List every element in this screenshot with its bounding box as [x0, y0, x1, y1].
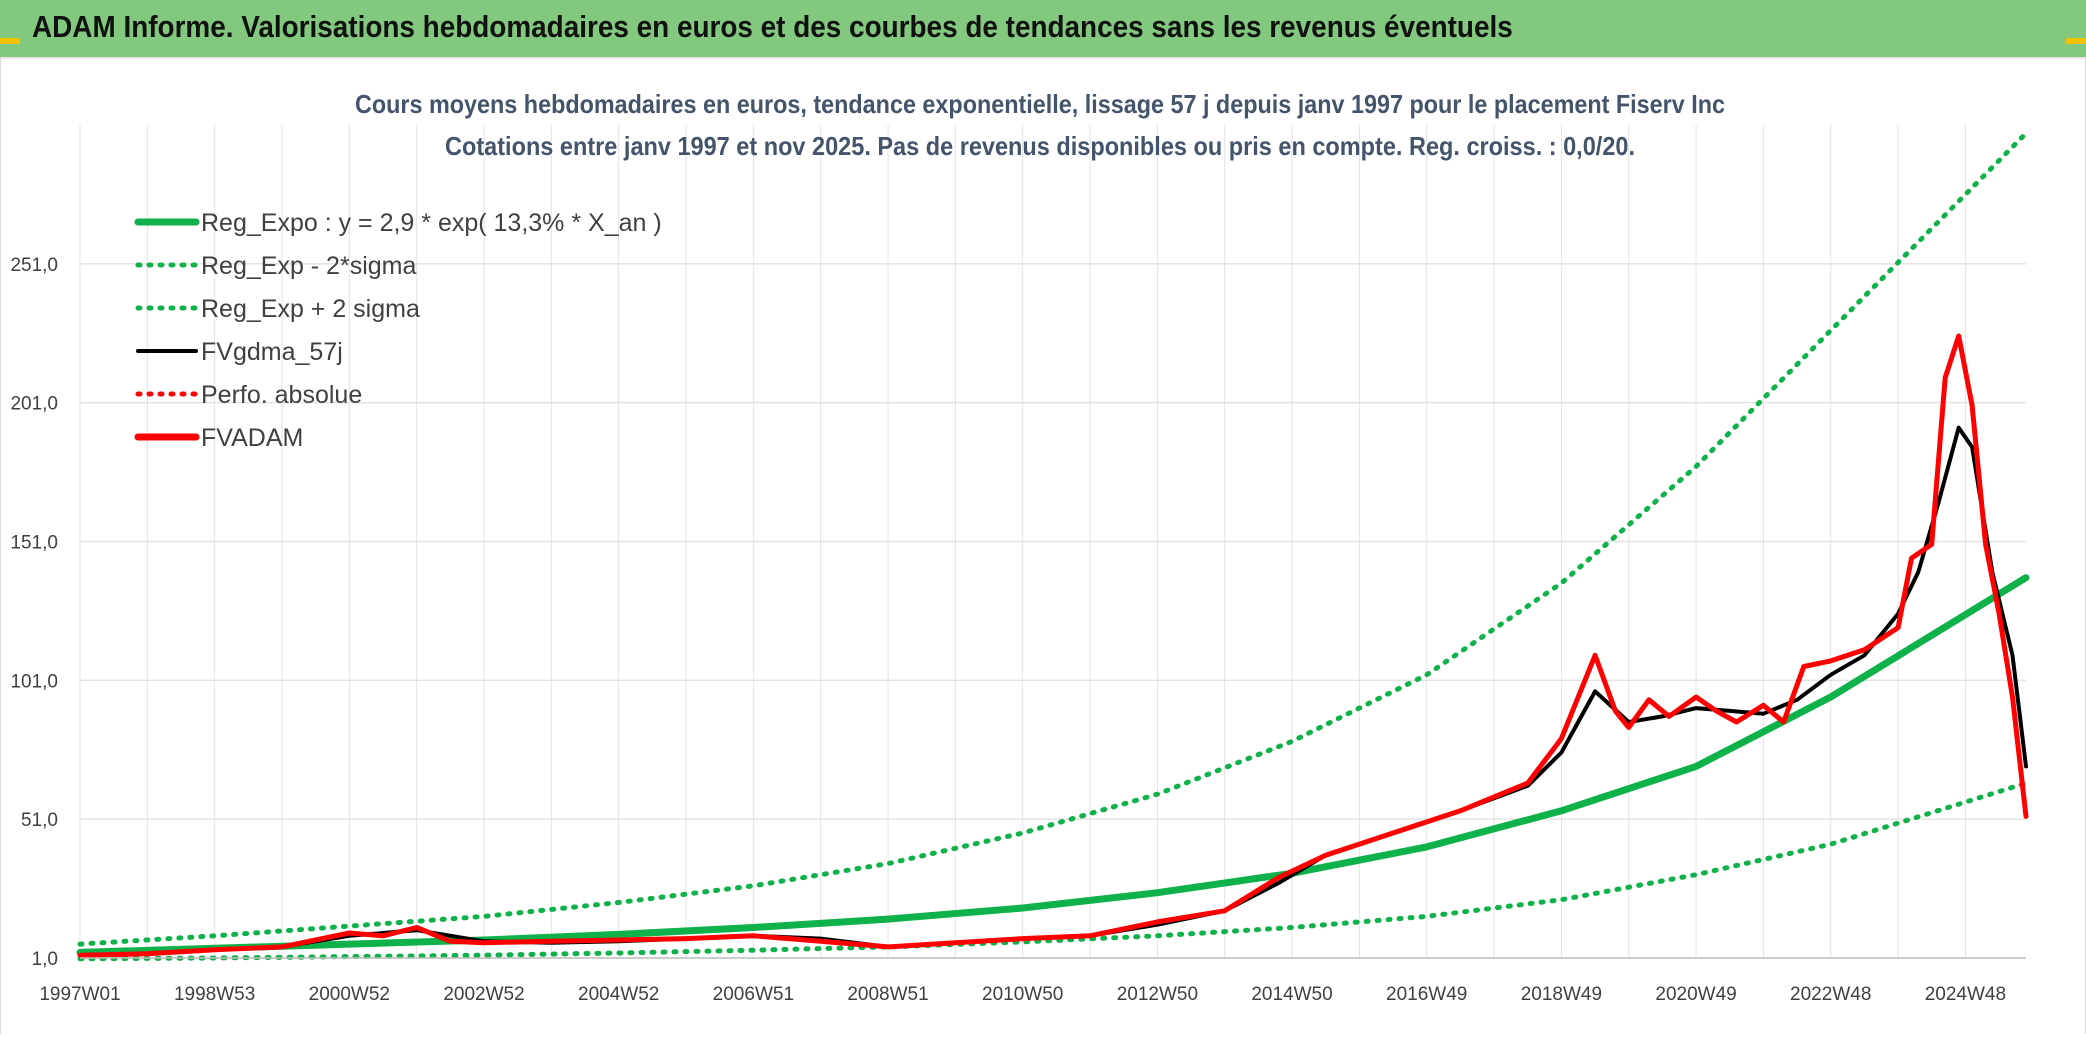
legend-label: FVgdma_57j — [201, 338, 343, 366]
legend-label: Reg_Exp - 2*sigma — [201, 252, 416, 280]
x-tick-label: 1998W53 — [174, 984, 255, 1005]
x-tick-label: 2006W51 — [713, 984, 794, 1005]
page-title: ADAM Informe. Valorisations hebdomadaire… — [32, 9, 1513, 44]
y-axis: 1,0 51,0 101,0 151,0 201,0 251,0 — [10, 255, 58, 970]
corner-marker-top-left — [0, 38, 20, 44]
header-bar: ADAM Informe. Valorisations hebdomadaire… — [0, 0, 2086, 59]
series-line-fvgdma-57j — [78, 425, 2028, 958]
x-tick-label: 2024W48 — [1925, 984, 2006, 1005]
y-tick-label: 201,0 — [10, 394, 58, 415]
x-tick-label: 2000W52 — [309, 984, 390, 1005]
y-tick-label: 101,0 — [10, 671, 58, 692]
chart-title-line2: Cotations entre janv 1997 et nov 2025. P… — [445, 131, 1635, 161]
x-tick-label: 2014W50 — [1251, 984, 1332, 1005]
x-tick-label: 1997W01 — [39, 984, 120, 1005]
x-tick-label: 2002W52 — [443, 984, 524, 1005]
x-tick-label: 2016W49 — [1386, 984, 1467, 1005]
y-tick-label: 251,0 — [10, 255, 58, 276]
x-tick-label: 2004W52 — [578, 984, 659, 1005]
series-layer — [76, 130, 2030, 962]
grid — [79, 125, 2026, 959]
x-tick-label: 2022W48 — [1790, 984, 1871, 1005]
series-line-fvadam — [77, 333, 2029, 958]
series-line-reg-expo — [76, 574, 2030, 956]
chart-title-line1: Cours moyens hebdomadaires en euros, ten… — [355, 89, 1725, 119]
x-tick-label: 2018W49 — [1521, 984, 1602, 1005]
y-tick-label: 151,0 — [10, 533, 58, 554]
legend-label: Perfo. absolue — [201, 381, 362, 409]
legend-label: Reg_Exp + 2 sigma — [201, 295, 420, 323]
legend-label: Reg_Expo : y = 2,9 * exp( 13,3% * X_an ) — [201, 209, 662, 237]
x-axis: 1997W01 1998W53 2000W52 2002W52 2004W52 2006W… — [39, 957, 2026, 1005]
legend: Reg_Expo : y = 2,9 * exp( 13,3% * X_an )… — [134, 209, 662, 452]
y-tick-label: 51,0 — [21, 810, 58, 831]
x-tick-label: 2020W49 — [1655, 984, 1736, 1005]
corner-marker-top-right — [2066, 38, 2086, 44]
series-line-reg-exp-2-sigma — [77, 780, 2029, 962]
legend-label: FVADAM — [201, 424, 303, 452]
y-tick-label: 1,0 — [32, 949, 58, 970]
x-tick-label: 2008W51 — [847, 984, 928, 1005]
x-tick-label: 2010W50 — [982, 984, 1063, 1005]
x-tick-label: 2012W50 — [1117, 984, 1198, 1005]
